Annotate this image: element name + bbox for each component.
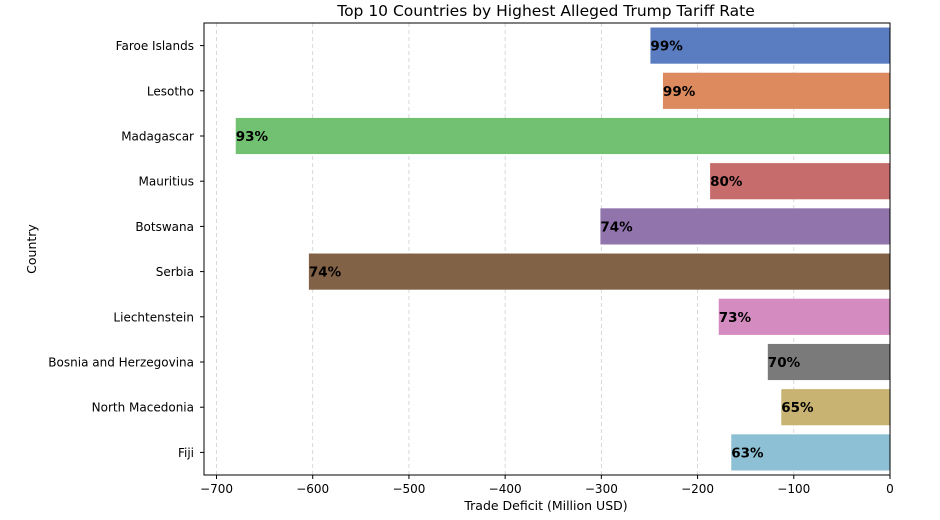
x-tick-label: −500 — [392, 482, 425, 496]
bar — [731, 434, 890, 471]
bar — [235, 117, 890, 155]
y-tick-label: Faroe Islands — [116, 39, 194, 53]
bar — [710, 163, 890, 200]
bar-data-label: 74% — [309, 265, 342, 281]
y-tick-label: Bosnia and Herzegovina — [48, 356, 194, 370]
x-tick-label: −200 — [681, 482, 714, 496]
x-tick-label: −100 — [777, 482, 810, 496]
bar-data-label: 70% — [768, 355, 801, 371]
bar-data-label: 93% — [236, 129, 269, 145]
y-tick-label: Liechtenstein — [113, 310, 194, 324]
bar — [662, 72, 890, 109]
x-tick-label: 0 — [886, 482, 894, 496]
bar — [308, 253, 890, 290]
bars: 99% 99% 93% 80% 74% 74% 73% 70% 65% 63% — [235, 27, 890, 471]
y-tick-label: Madagascar — [121, 130, 194, 144]
bar-data-label: 80% — [710, 174, 743, 190]
y-axis-label: Country — [24, 224, 39, 274]
bar-data-label: 74% — [600, 219, 633, 235]
y-tick-label: Fiji — [178, 446, 194, 460]
x-tick-label: −600 — [296, 482, 329, 496]
x-tick-label: −400 — [489, 482, 522, 496]
bar-data-label: 73% — [719, 310, 752, 326]
bar-data-label: 99% — [650, 39, 683, 55]
x-tick-label: −300 — [585, 482, 618, 496]
bar — [767, 343, 890, 381]
bar-data-label: 63% — [731, 445, 764, 461]
bar-data-label: 65% — [781, 400, 814, 416]
x-tick-label: −700 — [200, 482, 233, 496]
y-tick-label: Lesotho — [147, 84, 194, 98]
bar — [781, 389, 890, 426]
plot-frame — [203, 22, 891, 476]
y-tick-label: Botswana — [135, 220, 194, 234]
bar — [718, 298, 890, 335]
bar — [600, 208, 890, 245]
y-tick-label: North Macedonia — [92, 401, 194, 415]
chart-title: Top 10 Countries by Highest Alleged Trum… — [336, 2, 755, 20]
bar — [650, 27, 890, 64]
x-axis-label: Trade Deficit (Million USD) — [463, 498, 627, 513]
y-tick-label: Serbia — [156, 265, 194, 279]
y-tick-label: Mauritius — [139, 175, 194, 189]
axes: −700 −600 −500 −400 −300 −200 −100 0 Faroe Islan… — [48, 39, 894, 496]
bar-data-label: 99% — [663, 84, 696, 100]
